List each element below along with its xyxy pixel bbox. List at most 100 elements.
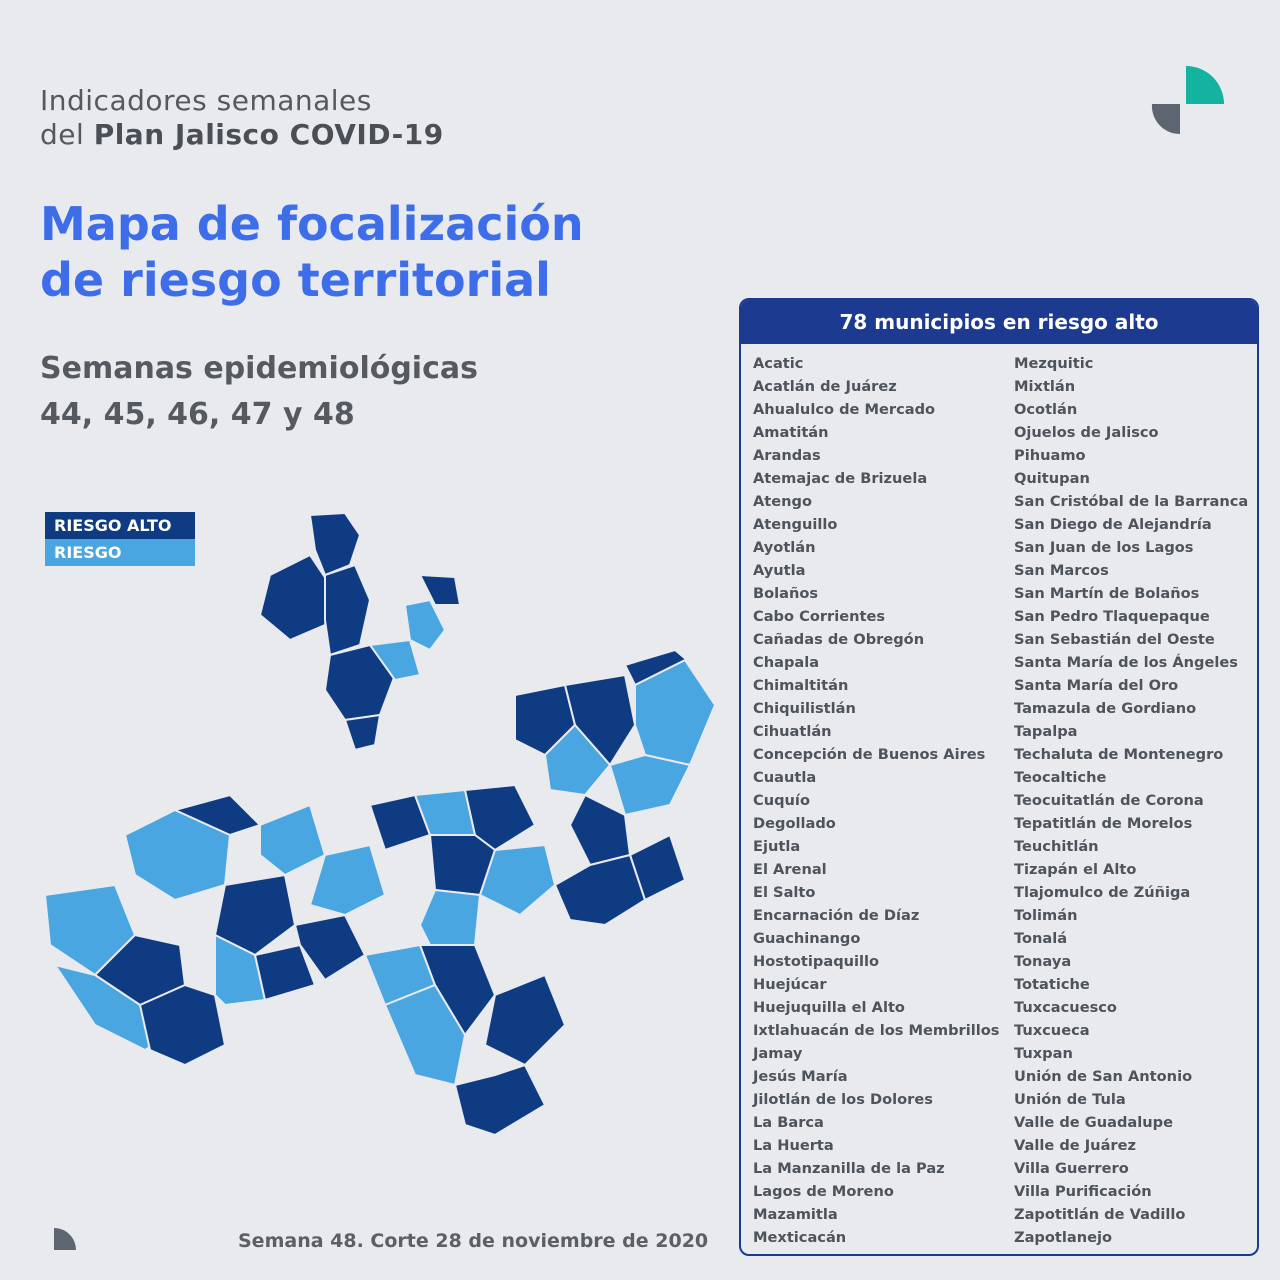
panel-title: 78 municipios en riesgo alto: [741, 300, 1257, 344]
municipality-region: [309, 844, 386, 916]
logo-gray-shape: [1151, 104, 1180, 135]
municipality-item: Tepatitlán de Morelos: [1014, 815, 1193, 832]
municipality-item: Zapotlanejo: [1014, 1229, 1113, 1246]
report-series-title: Indicadores semanales del Plan Jalisco C…: [40, 84, 444, 152]
municipality-region: [479, 844, 556, 916]
header-line-2: del Plan Jalisco COVID-19: [40, 118, 444, 152]
municipality-region: [214, 934, 266, 1006]
municipality-item: Guachinango: [753, 930, 861, 947]
municipality-item: San Juan de los Lagos: [1014, 539, 1194, 556]
municipality-region: [419, 944, 496, 1036]
municipality-region: [609, 754, 691, 816]
brand-logo-icon: [1151, 66, 1224, 135]
municipality-item: Chapala: [753, 654, 820, 671]
title-line-2: de riesgo territorial: [40, 253, 551, 307]
municipality-item: Teuchitlán: [1014, 838, 1099, 855]
municipality-item: Jesús María: [753, 1068, 848, 1085]
municipality-item: Huejúcar: [753, 976, 827, 993]
municipality-item: Santa María del Oro: [1014, 677, 1179, 694]
municipality-region: [484, 974, 566, 1066]
municipality-item: Ixtlahuacán de los Membrillos: [753, 1022, 1000, 1039]
municipality-item: Ejutla: [753, 838, 801, 855]
municipality-item: Ahualulco de Mercado: [753, 401, 936, 418]
legend-high-risk: RIESGO ALTO: [45, 512, 195, 539]
municipality-region: [554, 854, 646, 926]
title-line-1: Mapa de focalización: [40, 197, 584, 251]
municipality-region: [464, 784, 536, 851]
municipality-item: Ayotlán: [753, 539, 816, 556]
municipality-region: [344, 714, 381, 751]
legend-risk: RIESGO: [45, 539, 195, 566]
small-logo-icon: [54, 1228, 76, 1250]
municipality-region: [254, 944, 316, 1001]
municipality-item: San Diego de Alejandría: [1014, 516, 1212, 533]
municipality-region: [139, 984, 226, 1066]
municipality-item: Atemajac de Brizuela: [753, 470, 928, 487]
municipality-item: Arandas: [753, 447, 821, 464]
municipality-item: Teocuitatlán de Corona: [1014, 792, 1204, 809]
map-legend: RIESGO ALTO RIESGO: [45, 512, 195, 566]
municipality-region: [419, 574, 461, 606]
header-line-2-bold: Plan Jalisco COVID-19: [93, 118, 444, 151]
municipality-item: Huejuquilla el Alto: [753, 999, 905, 1016]
municipality-item: San Sebastián del Oeste: [1014, 631, 1215, 648]
municipality-item: Encarnación de Díaz: [753, 907, 920, 924]
municipality-item: Zapotitlán de Vadillo: [1014, 1206, 1186, 1223]
municipality-item: La Barca: [753, 1114, 824, 1131]
municipality-item: Pihuamo: [1014, 447, 1086, 464]
municipality-item: Cuautla: [753, 769, 817, 786]
municipality-item: Lagos de Moreno: [753, 1183, 894, 1200]
municipality-item: San Marcos: [1014, 562, 1109, 579]
municipality-item: San Pedro Tlaquepaque: [1014, 608, 1210, 625]
municipality-item: Mexticacán: [753, 1229, 847, 1246]
municipality-item: Chimaltitán: [753, 677, 849, 694]
municipality-item: La Manzanilla de la Paz: [753, 1160, 945, 1177]
municipality-region: [544, 724, 611, 796]
municipality-column-2: Mezquitic Mixtlán Ocotlán Ojuelos de Jalisc…: [1014, 352, 1257, 1249]
epidemiological-weeks: Semanas epidemiológicas 44, 45, 46, 47 y…: [40, 346, 478, 438]
small-logo-shape: [54, 1228, 76, 1250]
municipality-column-1: Acatic Acatlán de Juárez Ahualulco de Merc…: [753, 352, 1013, 1249]
municipality-item: Mazamitla: [753, 1206, 838, 1223]
jalisco-risk-map: [44, 512, 716, 1136]
municipality-item: Tizapán el Alto: [1014, 861, 1137, 878]
header-line-2-prefix: del: [40, 118, 94, 151]
municipality-item: Totatiche: [1014, 976, 1090, 993]
municipality-item: El Salto: [753, 884, 816, 901]
municipality-item: El Arenal: [753, 861, 827, 878]
municipality-item: Unión de San Antonio: [1014, 1068, 1193, 1085]
footer-date: Semana 48. Corte 28 de noviembre de 2020: [238, 1230, 709, 1252]
municipality-item: Atenguillo: [753, 516, 838, 533]
municipality-region: [624, 649, 706, 686]
municipality-item: Tonalá: [1014, 930, 1068, 947]
municipality-region: [309, 512, 361, 576]
municipality-item: Quitupan: [1014, 470, 1090, 487]
municipality-item: Villa Guerrero: [1014, 1160, 1129, 1177]
page-title: Mapa de focalización de riesgo territori…: [40, 196, 584, 308]
municipality-item: Bolaños: [753, 585, 819, 602]
municipality-item: Atengo: [753, 493, 813, 510]
municipality-item: San Cristóbal de la Barranca: [1014, 493, 1249, 510]
municipality-item: Degollado: [753, 815, 836, 832]
municipality-item: Cuquío: [753, 792, 810, 809]
municipality-item: Ayutla: [753, 562, 806, 579]
municipality-item: Mezquitic: [1014, 355, 1094, 372]
municipality-item: Villa Purificación: [1014, 1183, 1152, 1200]
municipality-item: Amatitán: [753, 424, 829, 441]
municipality-item: Ojuelos de Jalisco: [1014, 424, 1159, 441]
municipality-item: Chiquilistlán: [753, 700, 856, 717]
municipality-item: Cabo Corrientes: [753, 608, 886, 625]
municipality-item: Tuxpan: [1014, 1045, 1073, 1062]
municipality-item: Unión de Tula: [1014, 1091, 1126, 1108]
municipality-item: La Huerta: [753, 1137, 834, 1154]
municipality-item: San Martín de Bolaños: [1014, 585, 1200, 602]
municipality-region: [384, 984, 466, 1086]
municipality-item: Tapalpa: [1014, 723, 1078, 740]
weeks-line-2: 44, 45, 46, 47 y 48: [40, 397, 355, 432]
municipality-item: Techaluta de Montenegro: [1014, 746, 1224, 763]
municipality-item: Tonaya: [1014, 953, 1072, 970]
weeks-line-1: Semanas epidemiológicas: [40, 351, 478, 386]
municipality-item: Tuxcueca: [1014, 1022, 1090, 1039]
municipality-item: Valle de Guadalupe: [1014, 1114, 1173, 1131]
municipality-region: [404, 599, 446, 651]
